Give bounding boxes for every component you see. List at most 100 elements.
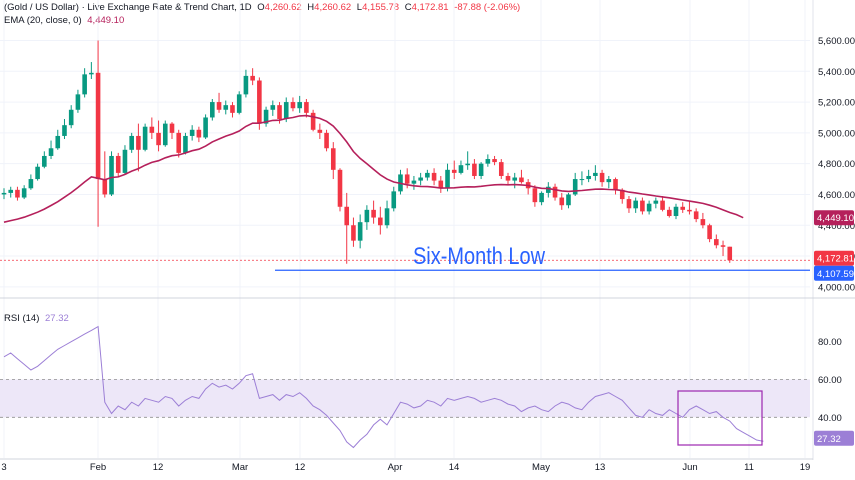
candle-body <box>431 172 437 181</box>
close-price-tag-bg <box>814 250 854 266</box>
six-month-low-annotation: Six-Month Low <box>413 243 546 270</box>
candle-body <box>277 105 282 120</box>
candle-body <box>35 166 40 180</box>
candle-body <box>478 163 484 176</box>
ema-label: EMA (20, close, 0) <box>4 15 82 26</box>
candle-body <box>169 123 175 133</box>
rsi-line <box>3 325 764 449</box>
candle-body <box>8 189 14 193</box>
candle-body <box>156 132 161 146</box>
candle-body <box>136 135 141 150</box>
symbol-label: (Gold / US Dollar) · Live Exchange Rate … <box>4 2 252 13</box>
time-tick-label: 14 <box>449 462 460 473</box>
ema-line <box>3 114 744 223</box>
candle-body <box>633 200 638 209</box>
candle-body <box>89 72 94 75</box>
candle-body <box>586 175 591 180</box>
candle-body <box>485 159 491 164</box>
candle-body <box>599 172 605 183</box>
candle-body <box>102 179 108 195</box>
low-label: L <box>356 2 363 13</box>
candle-body <box>546 186 551 193</box>
chart-header-ohlc: (Gold / US Dollar) · Live Exchange Rate … <box>4 2 523 13</box>
candle-body <box>297 102 302 109</box>
candle-body <box>700 219 706 226</box>
candle-body <box>176 132 182 153</box>
ema-legend: EMA (20, close, 0) 4,449.10 <box>4 15 127 26</box>
price-tick-label: 4,400.00 <box>818 221 855 232</box>
candle-body <box>48 148 54 156</box>
candle-body <box>304 102 309 113</box>
candle-body <box>666 209 672 217</box>
candle-body <box>129 135 134 150</box>
price-tick-label: 4,000.00 <box>818 282 855 293</box>
candle-body <box>290 102 296 109</box>
candle-body <box>196 129 202 138</box>
candle-body <box>680 206 686 210</box>
ema-value: 4,449.10 <box>87 15 125 26</box>
candle-body <box>344 206 350 226</box>
low-value: 4,155.78 <box>362 2 400 13</box>
candle-body <box>465 163 470 166</box>
candle-body <box>75 94 81 110</box>
candle-body <box>95 72 101 180</box>
candle-body <box>28 179 34 189</box>
candle-body <box>619 189 625 200</box>
candle-body <box>317 129 323 133</box>
candle-body <box>384 208 390 226</box>
support-price-tag-bg <box>814 265 854 281</box>
close-price-tag: 4,172.81 <box>817 254 854 265</box>
candle-body <box>122 149 128 173</box>
rsi-value: 27.32 <box>45 313 69 324</box>
candle-body <box>418 177 423 181</box>
time-tick-label: 3 <box>1 462 6 473</box>
change-value: -87.88 (-2.06%) <box>454 2 521 13</box>
candle-body <box>566 194 571 206</box>
candle-body <box>451 169 457 173</box>
candle-body <box>552 186 558 198</box>
time-tick-label: 12 <box>295 462 306 473</box>
candle-body <box>216 102 222 110</box>
price-tick-label: 4,800.00 <box>818 159 855 170</box>
rsi-value-tag: 27.32 <box>817 434 841 445</box>
candle-body <box>660 200 665 210</box>
candle-body <box>519 177 524 183</box>
time-tick-label: May <box>532 462 550 473</box>
candle-body <box>606 179 612 183</box>
candle-body <box>263 109 269 124</box>
candle-body <box>310 112 316 130</box>
candle-body <box>351 225 356 241</box>
candle-body <box>404 174 410 184</box>
candle-body <box>62 125 67 136</box>
candle-body <box>1 192 7 195</box>
candle-body <box>357 222 363 241</box>
price-tick-label: 5,400.00 <box>818 67 855 78</box>
high-label: H <box>307 2 315 13</box>
candle-body <box>532 188 538 203</box>
time-tick-label: 11 <box>744 462 754 473</box>
candle-body <box>162 123 168 146</box>
candle-body <box>472 163 477 176</box>
time-tick-label: Feb <box>90 462 106 473</box>
candle-body <box>371 209 376 218</box>
price-tick-label: 5,200.00 <box>818 98 855 109</box>
time-axis-ticks: 3 Feb 12 Mar 12 Apr 14 May 13 Jun 11 19 <box>1 462 810 473</box>
candle-body <box>15 189 20 198</box>
open-value: 4,260.62 <box>264 2 302 13</box>
high-value: 4,260.62 <box>314 2 352 13</box>
candle-body <box>223 105 229 110</box>
ema-price-tag-bg <box>814 210 854 226</box>
candle-body <box>512 177 518 181</box>
candle-body <box>109 155 114 195</box>
candle-body <box>498 162 504 176</box>
candle-body <box>727 246 733 261</box>
candle-body <box>42 155 47 167</box>
time-tick-label: 12 <box>153 462 164 473</box>
candle-body <box>364 209 370 223</box>
close-value: 4,172.81 <box>411 2 449 13</box>
candle-body <box>539 192 544 203</box>
candle-body <box>115 155 121 173</box>
candle-body <box>68 109 74 126</box>
candle-body <box>230 105 235 113</box>
